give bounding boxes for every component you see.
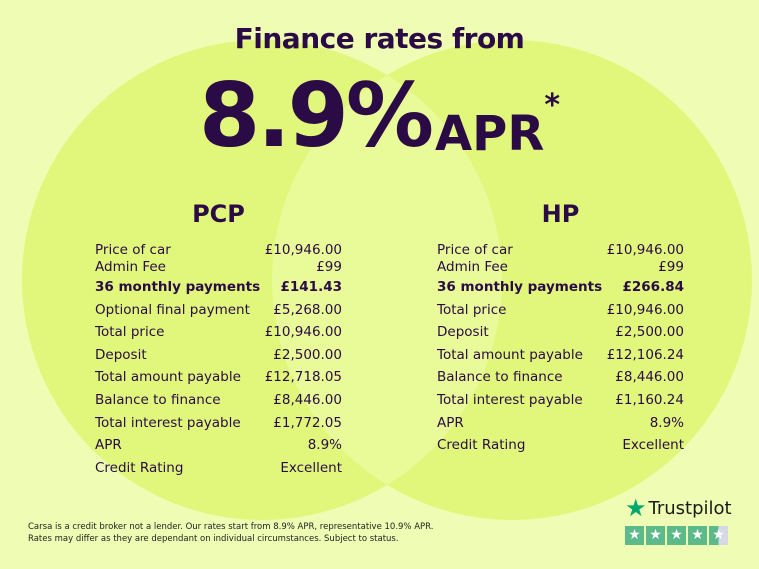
table-row: Deposit £2,500.00 [95,344,342,367]
rate-display: 8.9% APR * [0,60,759,167]
asterisk: * [544,88,561,123]
table-row: Balance to finance £8,446.00 [95,389,342,412]
row-label: APR [95,437,122,454]
star-icon: ★ [667,526,686,545]
table-row: Total price £10,946.00 [95,321,342,344]
row-value: £5,268.00 [273,301,342,318]
headline: Finance rates from [234,22,525,55]
row-value: £8,446.00 [273,391,342,408]
row-value: £12,106.24 [606,346,684,363]
row-value: £1,772.05 [273,414,342,431]
half-star-icon: ★ [709,526,728,545]
row-value: £99 [316,259,342,275]
star-icon: ★ [646,526,665,545]
row-label: Deposit [95,346,147,363]
table-row: Admin Fee £99 [437,259,684,276]
row-value: £10,946.00 [606,301,684,318]
table-row: Total amount payable £12,718.05 [95,366,342,389]
row-label: Admin Fee [95,259,166,275]
row-label: Total price [95,324,165,341]
table-row: Price of car £10,946.00 [95,242,342,259]
row-label: 36 monthly payments [95,279,261,295]
row-label: Total interest payable [437,391,583,408]
pcp-title: PCP [192,200,245,228]
row-value: £99 [658,259,684,275]
table-row: Total price £10,946.00 [437,299,684,322]
table-row: Price of car £10,946.00 [437,242,684,259]
row-value: £8,446.00 [615,369,684,386]
row-value: £266.84 [622,279,685,295]
row-value: Excellent [622,437,684,454]
row-value: £10,946.00 [264,324,342,341]
row-value: £141.43 [280,279,343,295]
table-row: Deposit £2,500.00 [437,321,684,344]
row-label: Optional final payment [95,301,250,318]
row-value: 8.9% [307,437,342,454]
rate-value: 8.9% [198,64,434,167]
row-value: £2,500.00 [615,324,684,341]
table-row: Credit Rating Excellent [95,457,342,480]
row-label: 36 monthly payments [437,279,603,295]
hp-table: HP Price of car £10,946.00 Admin Fee £99 36 … [437,200,684,457]
star-icon: ★ [625,526,644,545]
row-value: £2,500.00 [273,346,342,363]
trustpilot-star-icon: ★ [625,494,647,522]
row-label: Total interest payable [95,414,241,431]
row-label: Balance to finance [437,369,563,386]
table-row: 36 monthly payments £141.43 [95,276,342,299]
table-row: Total interest payable £1,160.24 [437,389,684,412]
row-value: £12,718.05 [264,369,342,386]
table-row: APR 8.9% [437,412,684,435]
row-label: Total amount payable [437,346,583,363]
table-row: Admin Fee £99 [95,259,342,276]
row-label: Deposit [437,324,489,341]
row-value: £10,946.00 [606,242,684,258]
pcp-table: PCP Price of car £10,946.00 Admin Fee £99 36… [95,200,342,479]
disclaimer-line: Carsa is a credit broker not a lender. O… [28,522,434,532]
table-row: 36 monthly payments £266.84 [437,276,684,299]
rating-stars: ★ ★ ★ ★ ★ [625,526,732,545]
disclaimer-line: Rates may differ as they are dependant o… [28,534,399,544]
hp-title: HP [541,200,580,228]
row-value: 8.9% [649,414,684,431]
table-row: APR 8.9% [95,434,342,457]
circle-overlap [272,40,752,520]
star-icon: ★ [688,526,707,545]
trustpilot-badge[interactable]: ★ Trustpilot ★ ★ ★ ★ ★ [625,494,732,545]
row-label: Credit Rating [437,437,526,454]
row-label: Credit Rating [95,459,184,476]
row-label: APR [437,414,464,431]
apr-label: APR [435,106,545,162]
table-row: Balance to finance £8,446.00 [437,366,684,389]
table-row: Total interest payable £1,772.05 [95,412,342,435]
disclaimer: Carsa is a credit broker not a lender. O… [28,521,433,545]
row-label: Total price [437,301,507,318]
table-row: Optional final payment £5,268.00 [95,299,342,322]
row-label: Balance to finance [95,391,221,408]
row-label: Admin Fee [437,259,508,275]
row-label: Total amount payable [95,369,241,386]
row-label: Price of car [95,242,171,258]
row-value: £1,160.24 [615,391,684,408]
row-label: Price of car [437,242,513,258]
table-row: Credit Rating Excellent [437,434,684,457]
table-row: Total amount payable £12,106.24 [437,344,684,367]
trustpilot-name: Trustpilot [648,497,732,519]
row-value: £10,946.00 [264,242,342,258]
row-value: Excellent [280,459,342,476]
